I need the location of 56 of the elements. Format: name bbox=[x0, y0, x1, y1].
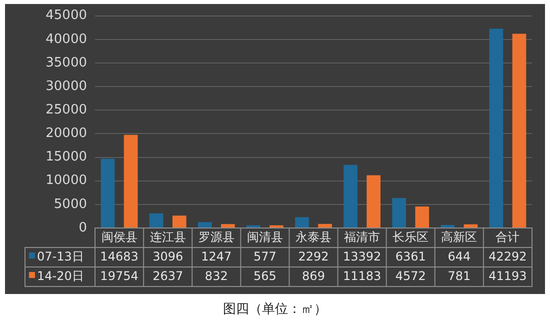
bar bbox=[512, 34, 526, 228]
data-label: 832 bbox=[204, 268, 228, 283]
x-tick-label: 永泰县 bbox=[296, 230, 332, 244]
bar bbox=[392, 198, 406, 228]
data-label: 3096 bbox=[152, 249, 184, 264]
bar bbox=[221, 224, 235, 228]
data-label: 644 bbox=[448, 249, 471, 264]
data-label: 13392 bbox=[342, 249, 382, 264]
x-tick-label: 闽侯县 bbox=[101, 230, 138, 244]
bar bbox=[489, 28, 504, 228]
x-tick-label: 连江县 bbox=[150, 230, 186, 244]
data-label: 11183 bbox=[342, 268, 382, 283]
y-tick-label: 10000 bbox=[46, 173, 87, 188]
data-label: 869 bbox=[302, 268, 325, 283]
data-label: 781 bbox=[448, 268, 471, 283]
bar bbox=[172, 216, 186, 228]
bar bbox=[344, 164, 358, 228]
legend-label: 07-13日 bbox=[37, 249, 84, 264]
y-tick-label: 20000 bbox=[46, 126, 87, 142]
bar bbox=[366, 175, 381, 228]
y-tick-label: 5000 bbox=[54, 196, 87, 212]
bar bbox=[415, 206, 430, 228]
data-label: 42292 bbox=[488, 249, 527, 264]
legend-label: 14-20日 bbox=[37, 268, 84, 283]
data-label: 14683 bbox=[100, 249, 138, 264]
data-label: 565 bbox=[253, 268, 276, 283]
y-tick-label: 30000 bbox=[46, 78, 87, 94]
x-tick-label: 合计 bbox=[496, 230, 520, 244]
y-tick-label: 15000 bbox=[46, 150, 87, 165]
data-label: 6361 bbox=[395, 249, 426, 264]
data-label: 19754 bbox=[100, 268, 138, 283]
bar bbox=[198, 222, 212, 228]
x-tick-label: 闽清县 bbox=[246, 230, 283, 244]
bar bbox=[295, 217, 309, 228]
x-tick-label: 高新区 bbox=[441, 230, 478, 244]
bar bbox=[124, 134, 138, 228]
text: 图四（单位：㎡） bbox=[222, 301, 328, 318]
data-label: 41193 bbox=[488, 268, 527, 283]
data-label: 2637 bbox=[152, 268, 184, 283]
data-label: 4572 bbox=[395, 268, 426, 283]
y-tick-label: 40000 bbox=[46, 32, 87, 47]
y-tick-label: 25000 bbox=[46, 102, 87, 118]
y-tick-label: 35000 bbox=[46, 55, 87, 70]
x-tick-label: 福清市 bbox=[344, 230, 380, 244]
x-tick-label: 长乐区 bbox=[392, 230, 429, 244]
y-tick-label: 0 bbox=[78, 220, 87, 236]
data-label: 577 bbox=[253, 249, 276, 264]
data-label: 2292 bbox=[298, 249, 329, 264]
bar bbox=[440, 224, 455, 228]
bar bbox=[464, 224, 478, 228]
x-tick-label: 罗源县 bbox=[198, 230, 234, 244]
y-tick-label: 45000 bbox=[46, 8, 87, 24]
bar bbox=[100, 158, 115, 228]
data-label: 1247 bbox=[201, 249, 232, 264]
bar bbox=[318, 224, 332, 228]
bar bbox=[149, 213, 164, 228]
